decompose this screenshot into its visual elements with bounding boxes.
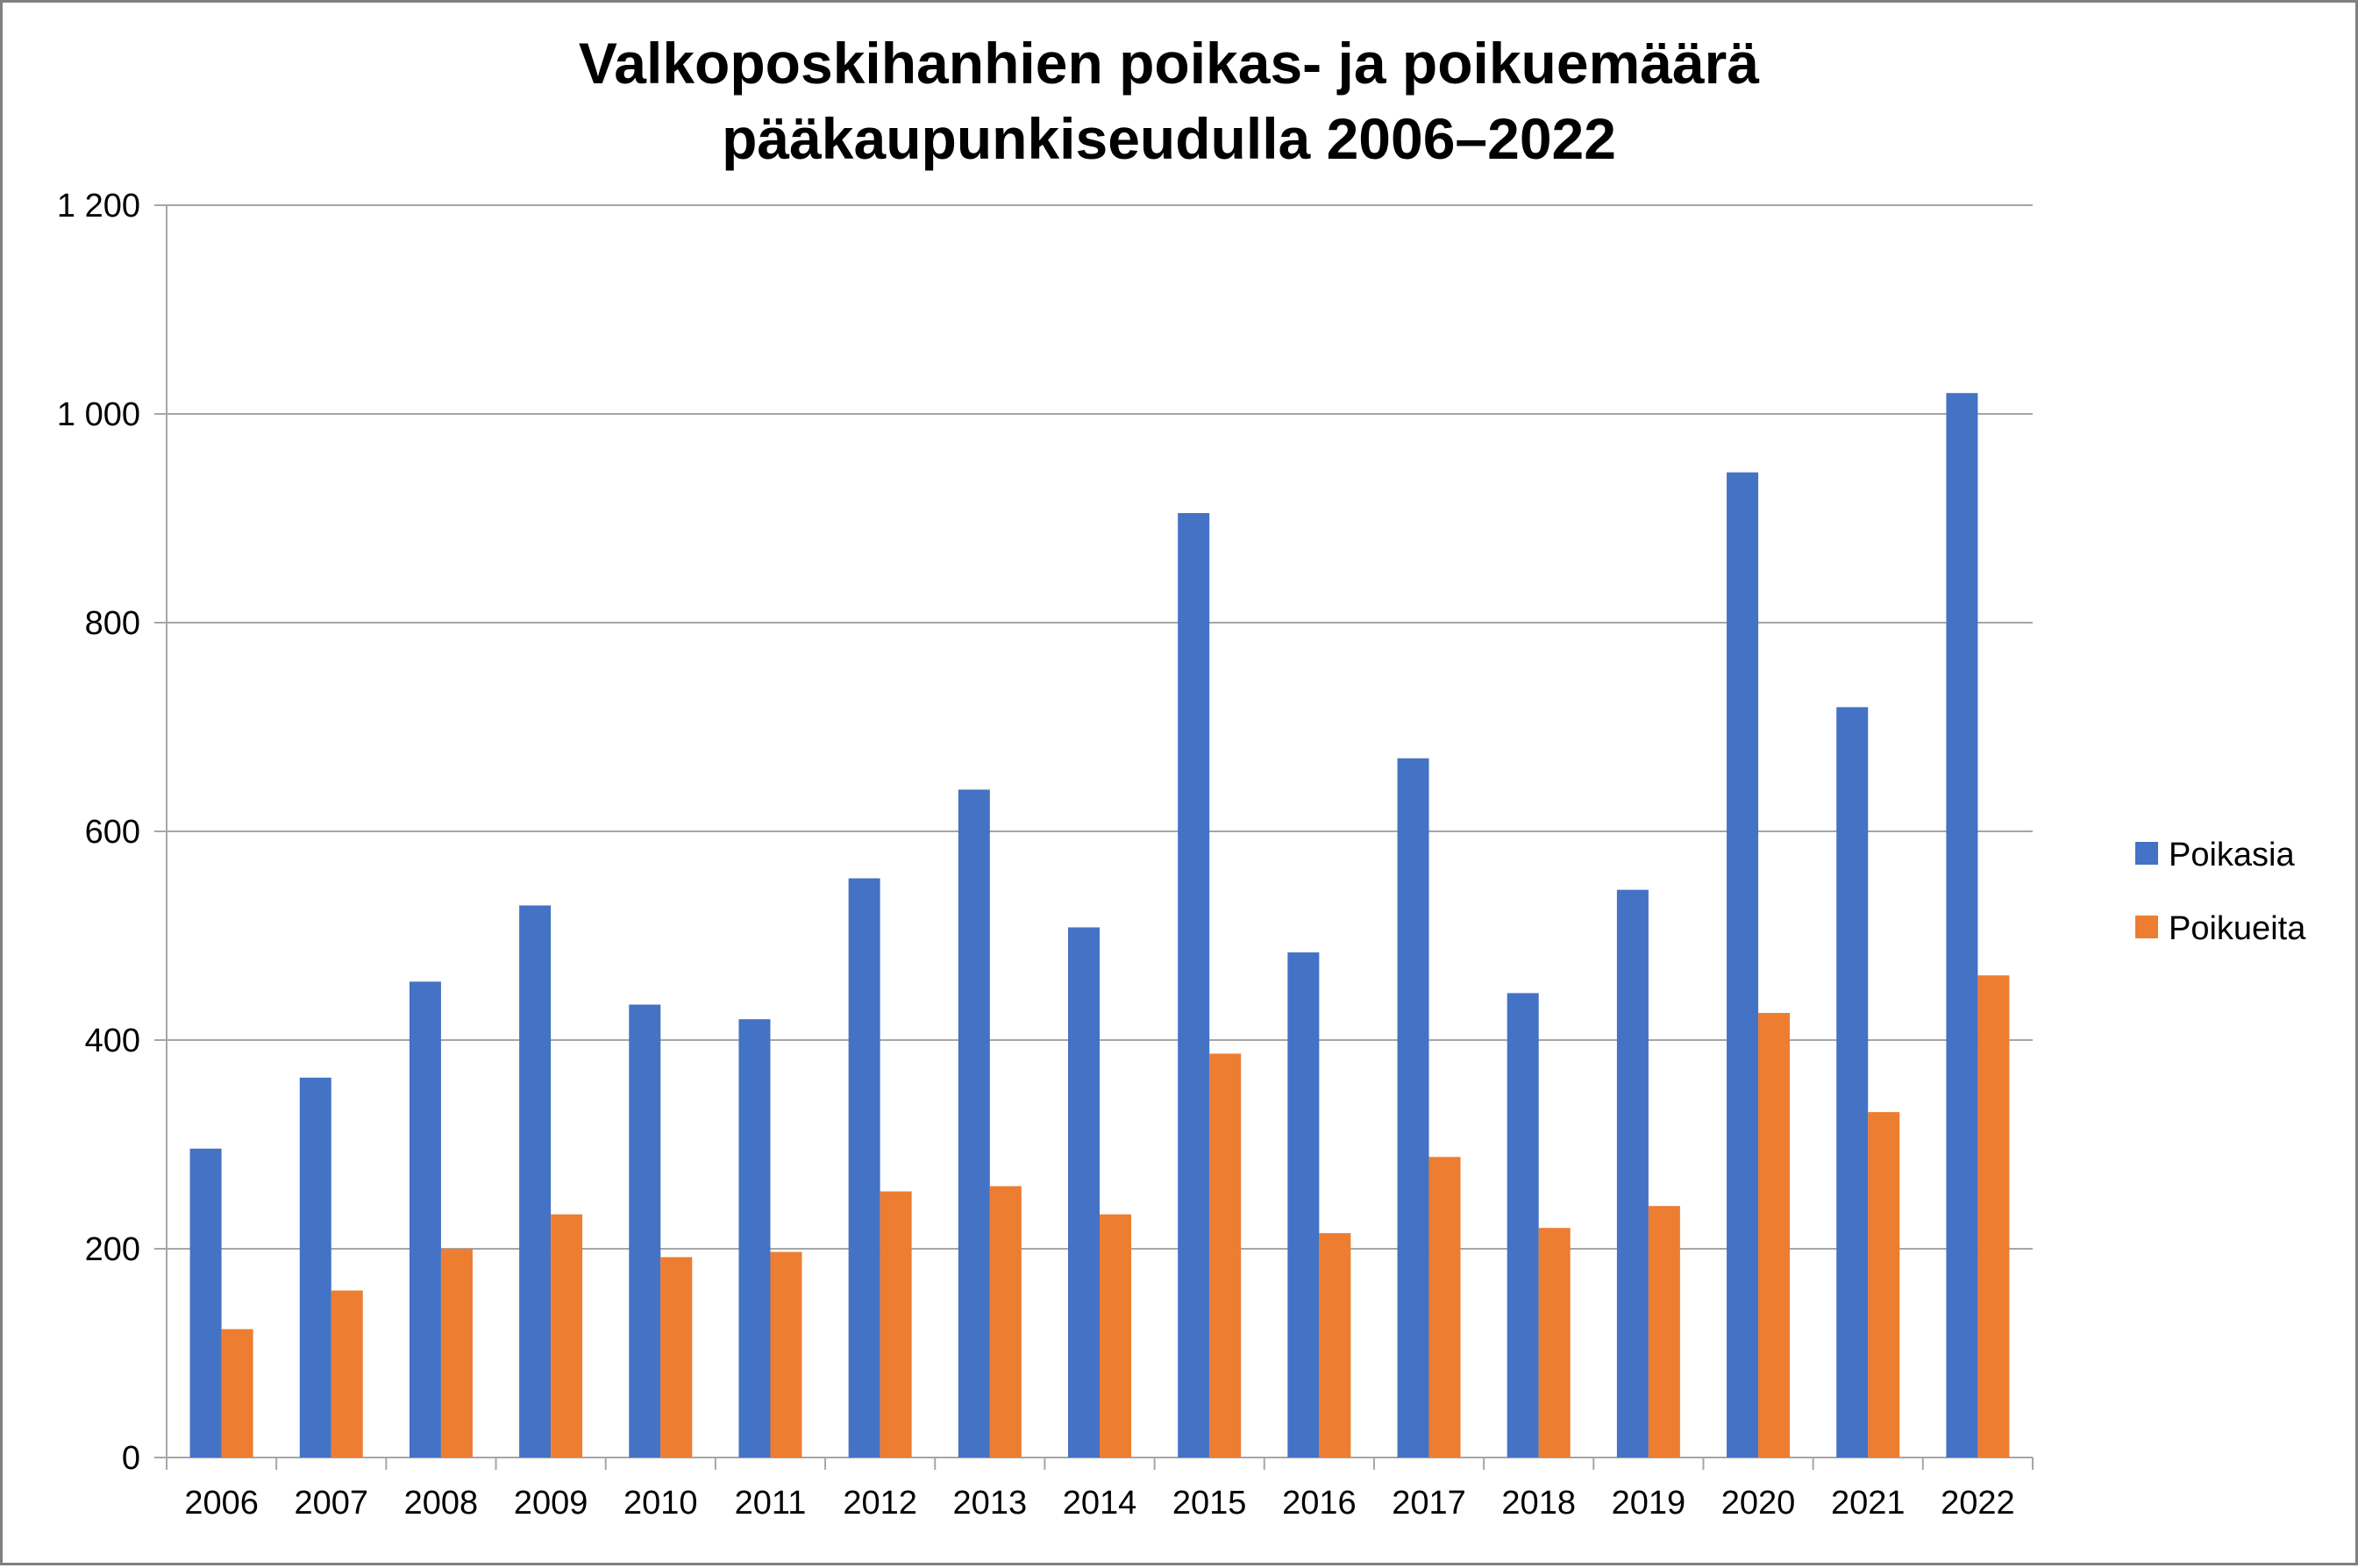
x-tick-label: 2008: [404, 1485, 479, 1522]
bar-poikueita-2009: [551, 1214, 583, 1458]
bar-poikasia-2015: [1178, 513, 1210, 1458]
chart-title-line-1: Valkoposkihanhien poikas- ja poikuemäärä: [578, 31, 1760, 96]
bar-poikueita-2011: [770, 1251, 802, 1458]
bar-poikasia-2010: [629, 1004, 661, 1458]
x-tick-label: 2013: [953, 1485, 1028, 1522]
y-tick-label: 1 000: [57, 396, 140, 433]
y-tick-label: 400: [85, 1023, 140, 1059]
chart-plot: 0 200 400 600 800 1 000 1 200 2006 2007 2008 2009…: [57, 188, 2306, 1522]
bar-poikasia-2007: [299, 1077, 331, 1458]
bar-poikueita-2018: [1538, 1228, 1571, 1458]
x-tick-label: 2022: [1941, 1485, 2015, 1522]
bar-poikueita-2021: [1868, 1112, 1900, 1458]
bar-poikasia-2017: [1397, 758, 1429, 1458]
bar-poikasia-2008: [409, 981, 441, 1458]
bar-poikasia-2022: [1946, 393, 1978, 1458]
bar-poikueita-2020: [1758, 1013, 1791, 1458]
chart-title-line-2: pääkaupunkiseudulla 2006–2022: [722, 106, 1616, 171]
y-tick-label: 200: [85, 1231, 140, 1268]
bar-poikueita-2013: [989, 1186, 1022, 1458]
bar-poikueita-2016: [1319, 1233, 1351, 1458]
x-tick-label: 2018: [1501, 1485, 1576, 1522]
x-tick-label: 2010: [623, 1485, 698, 1522]
legend-label-poikueita: Poikueita: [2169, 910, 2306, 947]
x-tick-label: 2014: [1063, 1485, 1137, 1522]
legend: Poikasia Poikueita: [2135, 837, 2306, 947]
bar-poikueita-2022: [1977, 975, 2010, 1458]
bars: [189, 393, 2010, 1458]
bar-poikueita-2007: [331, 1290, 363, 1458]
x-tick-label: 2007: [294, 1485, 368, 1522]
bar-poikasia-2020: [1727, 472, 1759, 1458]
x-axis-labels: 2006 2007 2008 2009 2010 2011 2012 2013 2014 2015…: [184, 1485, 2014, 1522]
bar-poikueita-2012: [880, 1191, 912, 1458]
bar-poikasia-2021: [1836, 707, 1869, 1458]
x-tick-label: 2006: [184, 1485, 259, 1522]
bar-poikasia-2019: [1616, 889, 1649, 1458]
bar-poikueita-2010: [660, 1257, 693, 1458]
x-tick-label: 2021: [1831, 1485, 1906, 1522]
chart-title: Valkoposkihanhien poikas- ja poikuemäärä…: [266, 25, 2072, 176]
bar-poikasia-2009: [519, 905, 552, 1458]
legend-swatch-poikueita: [2135, 916, 2158, 938]
y-tick-label: 1 200: [57, 188, 140, 225]
bar-poikasia-2006: [189, 1148, 222, 1458]
x-tick-label: 2017: [1392, 1485, 1466, 1522]
bar-poikueita-2014: [1100, 1214, 1131, 1458]
bar-poikasia-2016: [1287, 952, 1320, 1458]
bar-poikueita-2015: [1209, 1053, 1242, 1458]
bar-poikueita-2008: [440, 1249, 473, 1458]
y-axis-labels: 0 200 400 600 800 1 000 1 200: [57, 188, 140, 1477]
bar-poikasia-2013: [958, 789, 990, 1458]
x-tick-label: 2019: [1612, 1485, 1686, 1522]
y-tick-label: 0: [122, 1440, 140, 1477]
bar-poikasia-2018: [1507, 993, 1539, 1458]
x-tick-label: 2011: [735, 1485, 807, 1522]
x-tick-label: 2016: [1282, 1485, 1357, 1522]
legend-label-poikasia: Poikasia: [2169, 837, 2295, 873]
bar-poikueita-2019: [1648, 1206, 1680, 1458]
bar-poikasia-2011: [738, 1019, 771, 1458]
bar-poikueita-2017: [1428, 1157, 1461, 1458]
y-tick-label: 600: [85, 814, 140, 851]
bar-poikueita-2006: [221, 1329, 253, 1458]
y-tick-label: 800: [85, 605, 140, 642]
bar-poikasia-2014: [1068, 927, 1100, 1458]
x-tick-label: 2012: [843, 1485, 917, 1522]
x-tick-label: 2020: [1721, 1485, 1796, 1522]
bar-poikasia-2012: [848, 878, 880, 1458]
x-tick-label: 2015: [1172, 1485, 1247, 1522]
x-tick-label: 2009: [514, 1485, 588, 1522]
legend-swatch-poikasia: [2135, 842, 2158, 865]
